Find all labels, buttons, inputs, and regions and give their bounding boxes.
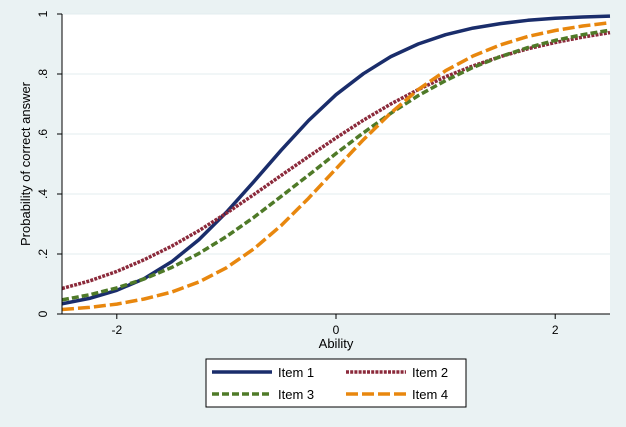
- x-axis-title: Ability: [319, 336, 354, 351]
- legend: Item 1 Item 2 Item 3 Item 4: [205, 358, 467, 408]
- x-tick-label-1: 0: [333, 323, 340, 337]
- legend-label-item-4: Item 4: [412, 387, 448, 402]
- series-line-item-1: [61, 14, 611, 306]
- y-tick-label-3: .6: [36, 129, 50, 139]
- legend-box: [205, 358, 467, 408]
- legend-label-item-2: Item 2: [412, 365, 448, 380]
- legend-label-item-1: Item 1: [278, 365, 314, 380]
- legend-label-item-3: Item 3: [278, 387, 314, 402]
- y-tick-label-1: .2: [36, 249, 50, 259]
- x-tick-label-0: -2: [111, 323, 122, 337]
- x-tick-label-2: 2: [552, 323, 559, 337]
- axis-ticks: 0 .2 .4 .6 .8 1 -2 0 2: [36, 10, 559, 337]
- series-lines: [61, 14, 611, 312]
- series-line-item-4: [61, 20, 611, 312]
- plot-area: [62, 14, 610, 314]
- y-tick-label-2: .4: [36, 189, 50, 199]
- y-tick-label-0: 0: [36, 310, 50, 317]
- y-tick-label-4: .8: [36, 69, 50, 79]
- series-line-item-3: [61, 28, 611, 302]
- y-axis-title: Probability of correct answer: [18, 81, 33, 246]
- y-tick-label-5: 1: [36, 10, 50, 17]
